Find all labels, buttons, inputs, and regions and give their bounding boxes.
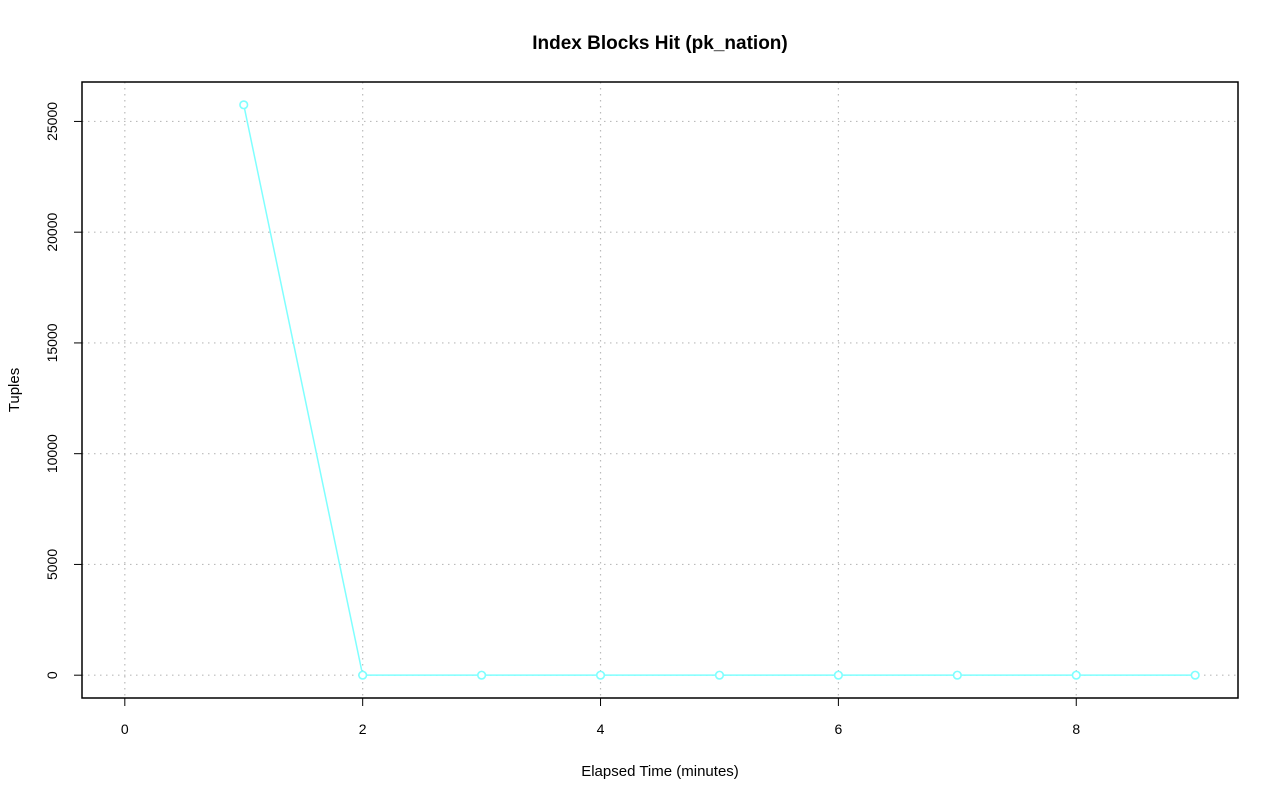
x-tick-label: 8: [1072, 721, 1080, 737]
series-line: [243, 104, 1196, 676]
x-tick-label: 0: [121, 721, 129, 737]
y-axis-label: Tuples: [6, 368, 23, 412]
data-point: [952, 670, 962, 680]
data-point: [1071, 670, 1081, 680]
x-axis-label: Elapsed Time (minutes): [581, 763, 739, 780]
data-point: [833, 670, 843, 680]
series: [239, 100, 1200, 680]
x-tick-label: 4: [597, 721, 605, 737]
y-tick-label: 10000: [44, 434, 60, 473]
data-point: [239, 100, 249, 110]
data-point: [358, 670, 368, 680]
grid: [82, 82, 1238, 698]
x-tick-label: 6: [834, 721, 842, 737]
y-tick-label: 15000: [44, 323, 60, 362]
data-point: [595, 670, 606, 680]
y-tick-label: 5000: [44, 549, 60, 580]
plot-frame: [81, 81, 1239, 699]
y-tick-label: 0: [44, 671, 60, 679]
y-tick-label: 20000: [44, 213, 60, 252]
data-point: [477, 670, 487, 680]
axes: 0 2 4 6 8 0 5000 10000 15000 20000 25000: [44, 102, 1080, 737]
x-tick-label: 2: [359, 721, 367, 737]
y-tick-label: 25000: [44, 102, 60, 141]
data-point: [1190, 670, 1200, 680]
chart-title: Index Blocks Hit (pk_nation): [532, 33, 787, 54]
data-point: [714, 670, 725, 680]
